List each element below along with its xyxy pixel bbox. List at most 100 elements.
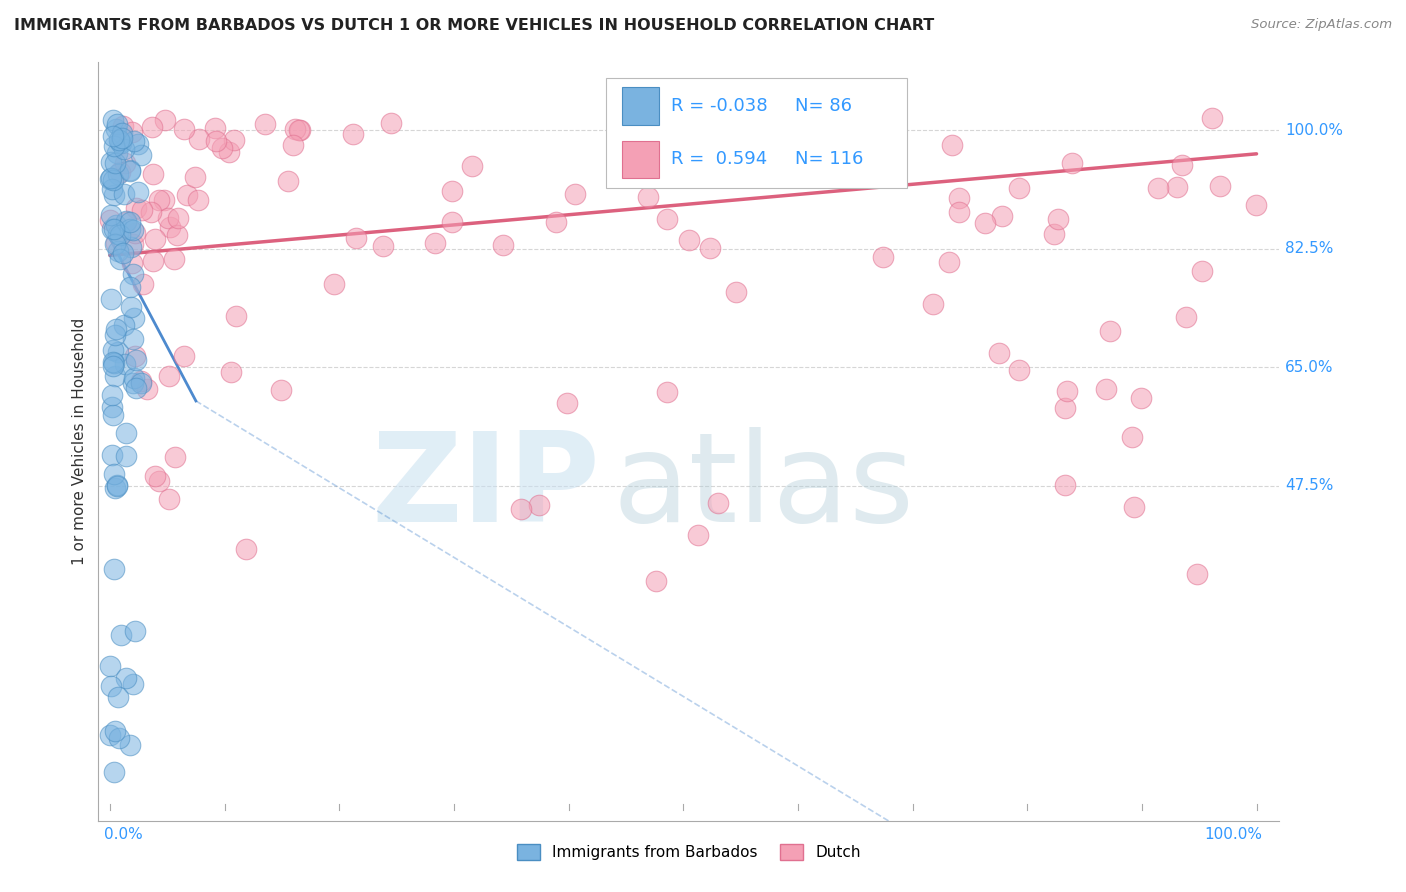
Point: [103, 112, 125, 127]
Text: R =  0.594: R = 0.594: [671, 150, 768, 168]
Point: [284, 122, 307, 136]
Point: [157, 369, 180, 384]
Point: [110, 628, 132, 642]
Point: [118, 738, 141, 752]
Point: [103, 222, 125, 236]
Text: 100.0%: 100.0%: [1205, 828, 1263, 842]
Point: [104, 369, 127, 384]
Point: [107, 344, 129, 359]
Point: [423, 235, 446, 250]
Point: [104, 322, 127, 336]
Point: [288, 123, 311, 137]
Point: [938, 254, 960, 268]
Point: [121, 125, 143, 139]
Point: [104, 219, 127, 233]
Point: [145, 232, 167, 246]
Point: [131, 203, 153, 218]
Point: [797, 167, 820, 181]
Point: [157, 211, 180, 226]
Point: [112, 119, 135, 133]
Point: [105, 118, 128, 132]
Point: [637, 190, 659, 204]
Point: [118, 222, 141, 236]
Point: [101, 359, 124, 373]
Point: [725, 285, 748, 299]
Point: [118, 214, 141, 228]
Point: [141, 120, 163, 134]
Point: [1056, 384, 1078, 399]
Point: [187, 132, 209, 146]
Point: [657, 384, 679, 399]
Point: [1130, 392, 1153, 406]
Legend: Immigrants from Barbados, Dutch: Immigrants from Barbados, Dutch: [510, 838, 868, 866]
Point: [1098, 325, 1121, 339]
Point: [100, 292, 122, 306]
Point: [101, 222, 124, 236]
Point: [129, 376, 152, 390]
Point: [115, 425, 138, 440]
Point: [167, 211, 190, 225]
Point: [163, 252, 186, 266]
Point: [948, 205, 970, 219]
Point: [564, 186, 586, 201]
Point: [1008, 363, 1031, 377]
Point: [143, 469, 166, 483]
Point: [103, 356, 125, 370]
Point: [125, 381, 148, 395]
Point: [101, 128, 124, 143]
Y-axis label: 1 or more Vehicles in Household: 1 or more Vehicles in Household: [72, 318, 87, 566]
Point: [127, 185, 149, 199]
Point: [122, 371, 145, 385]
Point: [118, 163, 141, 178]
Point: [222, 133, 245, 147]
Point: [107, 227, 129, 241]
Point: [1201, 112, 1223, 126]
Point: [277, 174, 299, 188]
Point: [527, 499, 550, 513]
Point: [142, 253, 165, 268]
Point: [121, 376, 143, 391]
Point: [221, 365, 243, 379]
Point: [98, 659, 121, 673]
Point: [129, 374, 152, 388]
Point: [1042, 227, 1064, 242]
Point: [371, 239, 394, 253]
Point: [121, 256, 143, 270]
Point: [103, 562, 125, 576]
Point: [115, 449, 138, 463]
Point: [270, 383, 292, 397]
Point: [107, 690, 129, 704]
Point: [108, 252, 131, 266]
Point: [921, 296, 943, 310]
Point: [872, 250, 894, 264]
Point: [104, 723, 127, 738]
Point: [173, 349, 195, 363]
Point: [112, 318, 135, 333]
Point: [120, 300, 142, 314]
Point: [717, 118, 740, 132]
Text: atlas: atlas: [612, 426, 914, 548]
Point: [100, 388, 122, 402]
Point: [204, 121, 226, 136]
Point: [110, 136, 132, 150]
Text: IMMIGRANTS FROM BARBADOS VS DUTCH 1 OR MORE VEHICLES IN HOUSEHOLD CORRELATION CH: IMMIGRANTS FROM BARBADOS VS DUTCH 1 OR M…: [14, 18, 935, 33]
Point: [211, 141, 233, 155]
Point: [124, 349, 146, 363]
Point: [205, 134, 228, 148]
Point: [122, 267, 145, 281]
FancyBboxPatch shape: [606, 78, 907, 187]
Point: [165, 450, 187, 464]
Point: [948, 191, 970, 205]
Point: [122, 222, 145, 236]
Point: [184, 170, 207, 185]
Point: [110, 227, 132, 242]
Point: [991, 209, 1014, 223]
Point: [103, 764, 125, 779]
Point: [124, 227, 146, 241]
Point: [440, 215, 463, 229]
Point: [153, 112, 176, 127]
Point: [103, 173, 125, 187]
Point: [125, 201, 148, 215]
Point: [100, 679, 122, 693]
Point: [100, 155, 122, 169]
